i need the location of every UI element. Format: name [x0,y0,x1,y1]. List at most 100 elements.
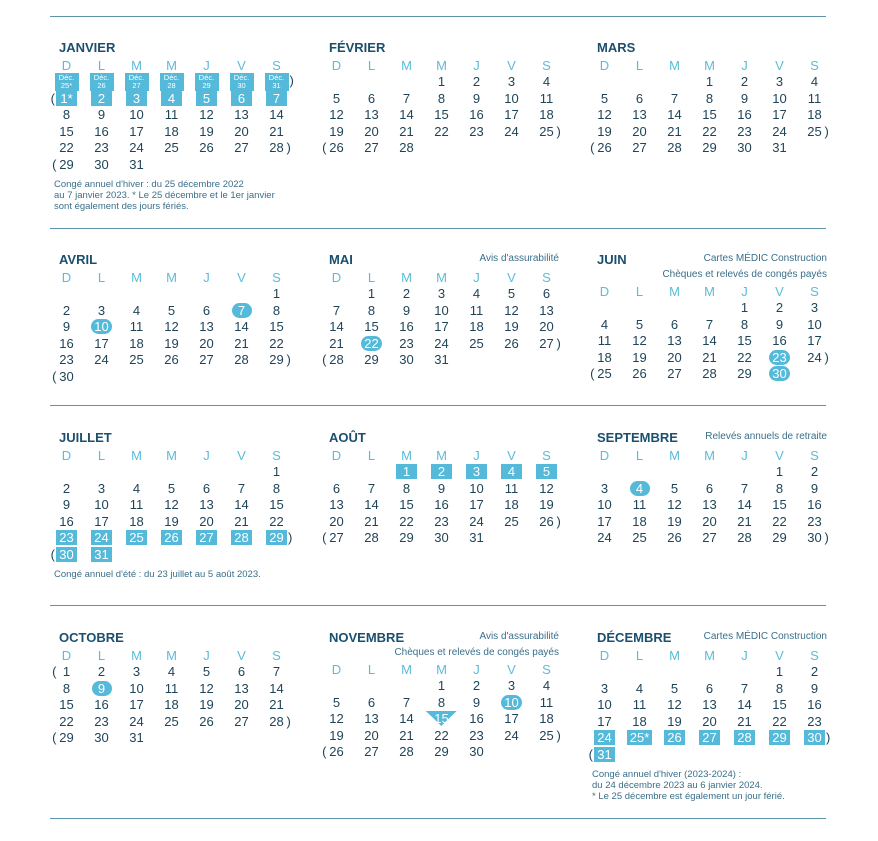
day-number: 15 [269,319,284,335]
day-of-week: S [272,269,281,285]
day-cell: 9 [762,317,797,332]
day-cell: 23 [424,514,459,529]
day-cell: 4 [154,664,189,679]
day-number: 23 [469,727,484,743]
day-cell: 14 [389,107,424,122]
day-of-week: L [97,447,106,463]
month-footnote: Congé annuel d'été : du 23 juillet au 5 … [54,568,261,580]
week-row: (26 27 28 [319,140,569,157]
day-cell: 7 [692,317,727,332]
day-number: 10 [129,107,144,123]
day-number: 30 [399,352,414,368]
week-row: 4 5 6 7 8 9 10 [587,316,837,333]
day-number: 13 [667,333,682,349]
day-cell: 13 [692,497,727,512]
day-number: 10 [807,316,822,332]
month-note: Chèques et relevés de congés payés [394,647,559,658]
day-number: 15 [426,711,456,727]
day-number: 8 [62,107,71,123]
day-number: 17 [129,123,144,139]
paren-open: ( [322,744,327,760]
day-cell: 16 [762,333,797,348]
week-row: (1 2 3 4 5 6 7 [49,664,299,681]
day-cell: 24 [119,714,154,729]
day-number: 22 [737,349,752,365]
day-number: 20 [632,123,647,139]
day-cell [797,366,832,381]
day-number: 19 [632,349,647,365]
day-of-week: M [131,447,142,463]
day-number: 4 [472,286,481,302]
week-row: 1 2 3 4 [319,74,569,91]
day-number: 27 [234,140,249,156]
month-note: Relevés annuels de retraite [705,431,827,442]
day-cell: 15 [389,497,424,512]
day-of-week: J [741,57,748,73]
day-number: 2 [62,480,71,496]
day-cell: 1 [424,74,459,89]
day-number: 20 [234,697,249,713]
day-number: 10 [469,480,484,496]
paren-open: ( [590,366,595,382]
day-number: 16 [59,335,74,351]
day-number: 11 [129,497,144,513]
month-footnote: Congé annuel d'hiver (2023-2024) : du 24… [592,768,785,802]
day-number: 21 [364,513,379,529]
day-cell: 1 [389,464,424,480]
day-cell: 9 [459,695,494,710]
day-number: 7 [402,694,411,710]
day-number: 5 [167,480,176,496]
day-cell [189,464,224,479]
day-cell [797,140,832,155]
day-cell: 6 [692,481,727,496]
day-cell: 9 [424,481,459,496]
day-cell [354,74,389,89]
paren-close: ) [826,730,831,746]
day-number: 2 [810,464,819,480]
day-of-week: M [166,269,177,285]
day-number: 31 [91,546,112,562]
day-cell: 26 [154,530,189,546]
month-11: DÉCEMBRE Cartes MÉDIC Construction D L M M J V S… [587,630,837,802]
divider [50,16,826,17]
week-row: 11 12 13 14 15 16 17 [587,333,837,350]
day-cell: 10 [494,91,529,106]
week-row: 19 20 21 22 23 24 25) [319,727,569,744]
day-number: 10 [597,697,612,713]
day-number: 18 [597,349,612,365]
day-of-week: M [704,447,715,463]
day-of-week: M [131,269,142,285]
day-of-week: D [331,661,342,677]
day-cell: 3 [587,481,622,496]
week-row: 13 14 15 16 17 18 19 [319,497,569,514]
day-cell: 8 [424,695,459,710]
day-cell: 9 [49,497,84,512]
paren-close: ) [289,72,294,88]
day-of-week: S [810,447,819,463]
day-number: 31 [469,530,484,546]
day-cell: 1 [259,286,294,301]
day-cell: 11 [529,695,564,710]
day-cell: 13 [622,107,657,122]
day-cell [657,300,692,315]
day-number: 4 [167,664,176,680]
day-cell: 14 [389,711,424,726]
day-number: 28 [269,140,284,156]
day-of-week: J [741,283,748,299]
day-cell: 25) [529,728,564,743]
day-of-week: M [436,269,447,285]
day-cell [587,464,622,479]
day-number: 25 [164,713,179,729]
day-cell [354,464,389,479]
day-cell: 31 [119,730,154,745]
day-of-week: D [61,647,72,663]
day-number: 12 [597,107,612,123]
day-number: 12 [329,711,344,727]
day-cell [259,157,294,172]
day-number: 22 [772,713,787,729]
day-cell [119,369,154,384]
day-cell: 29 [762,730,797,746]
